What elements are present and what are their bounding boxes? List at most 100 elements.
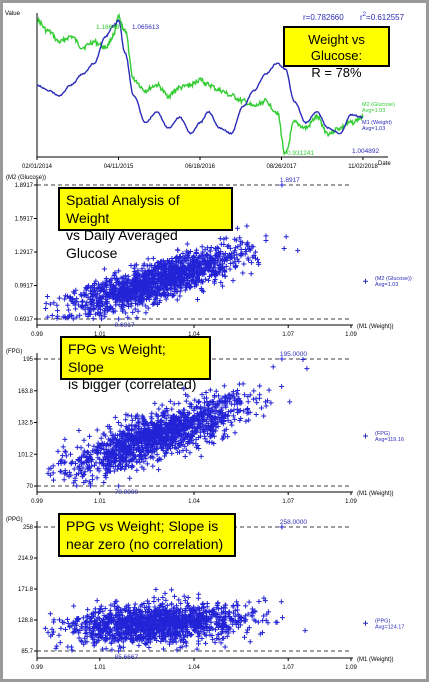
average-marker: [363, 620, 368, 626]
scatter-point: [51, 629, 57, 635]
scatter-point: [99, 619, 105, 625]
scatter-point: [145, 305, 151, 311]
scatter-point: [83, 478, 89, 484]
scatter-point: [157, 617, 163, 623]
scatter-point: [199, 287, 205, 293]
scatter-point: [187, 284, 193, 290]
scatter-point: [174, 269, 180, 275]
scatter-point: [70, 316, 76, 322]
scatter-point: [190, 423, 196, 429]
scatter-point: [185, 440, 191, 446]
scatter-point: [71, 603, 77, 609]
scatter-point: [136, 447, 142, 453]
scatter-point: [158, 444, 164, 450]
average-series-label: (M2 (Glucose)): [375, 276, 412, 282]
scatter-point: [55, 313, 61, 319]
scatter-point: [206, 277, 212, 283]
scatter-point: [287, 399, 293, 405]
scatter-point: [123, 603, 129, 609]
scatter-point: [185, 594, 191, 600]
scatter-point: [151, 595, 157, 601]
scatter-point: [127, 475, 133, 481]
scatter-y-tick-label: 70: [26, 484, 33, 490]
scatter-point: [237, 242, 243, 248]
scatter-point: [206, 628, 212, 634]
scatter-point-min: [116, 648, 122, 654]
scatter-point: [127, 442, 133, 448]
max-value-label: 258.0000: [280, 519, 307, 526]
scatter-point: [63, 449, 69, 455]
scatter-point: [194, 646, 200, 652]
scatter-point: [120, 621, 126, 627]
scatter-point: [57, 458, 63, 464]
scatter-point: [104, 625, 110, 631]
scatter-point: [144, 626, 150, 632]
scatter-point: [118, 456, 124, 462]
scatter-point: [180, 448, 186, 454]
scatter-point: [115, 627, 121, 633]
scatter-point: [171, 619, 177, 625]
scatter-point: [219, 395, 225, 401]
scatter-point: [123, 417, 129, 423]
scatter-point: [156, 613, 162, 619]
scatter-point: [155, 290, 161, 296]
scatter-point: [161, 633, 167, 639]
max-value-label: 195.0000: [280, 351, 307, 358]
scatter-point-min: [116, 483, 122, 489]
scatter-point: [215, 265, 221, 271]
scatter-point: [218, 266, 224, 272]
scatter-point: [149, 453, 155, 459]
scatter-point: [93, 640, 99, 646]
scatter-point: [176, 409, 182, 415]
scatter-point: [67, 312, 73, 318]
average-value-label: Avg=1.03: [375, 282, 398, 288]
scatter-point: [123, 280, 129, 286]
scatter-point: [131, 446, 137, 452]
scatter-point: [139, 626, 145, 632]
scatter-point: [203, 640, 209, 646]
scatter-point: [90, 298, 96, 304]
scatter-point: [115, 280, 121, 286]
scatter-x-tick-label: 0.99: [31, 665, 43, 671]
scatter-point: [74, 627, 80, 633]
scatter-point: [101, 480, 107, 486]
scatter-point: [99, 634, 105, 640]
scatter-point: [187, 618, 193, 624]
scatter-point: [187, 285, 193, 291]
scatter-point: [150, 278, 156, 284]
scatter-point: [158, 434, 164, 440]
scatter-point: [204, 438, 210, 444]
scatter-point: [115, 463, 121, 469]
scatter-point: [166, 641, 172, 647]
scatter-point: [158, 627, 164, 633]
scatter-point: [107, 618, 113, 624]
scatter-point: [202, 247, 208, 253]
scatter-point: [154, 625, 160, 631]
scatter-point: [64, 616, 70, 622]
scatter-point: [50, 470, 56, 476]
scatter-point: [203, 416, 209, 422]
scatter-point: [129, 417, 135, 423]
scatter-point: [177, 611, 183, 617]
scatter-point: [166, 422, 172, 428]
scatter-point: [135, 308, 141, 314]
scatter-point: [202, 631, 208, 637]
scatter-point-max: [279, 524, 285, 530]
scatter-point: [45, 629, 51, 635]
scatter-point: [183, 423, 189, 429]
scatter-x-tick-label: 1.09: [345, 332, 357, 338]
scatter-point: [266, 387, 272, 393]
scatter-point: [187, 450, 193, 456]
min-value-label: 70.0000: [115, 489, 139, 496]
ppg-annotation-line2: near zero (no correlation): [66, 535, 224, 552]
scatter-point: [135, 298, 141, 304]
scatter-point: [219, 629, 225, 635]
scatter-point: [134, 467, 140, 473]
scatter-point: [164, 602, 170, 608]
scatter-point: [194, 629, 200, 635]
scatter-point: [186, 266, 192, 272]
r-value-text: r=0.782660: [303, 13, 344, 22]
scatter-point: [139, 279, 145, 285]
scatter-point: [145, 610, 151, 616]
scatter-point: [153, 269, 159, 275]
